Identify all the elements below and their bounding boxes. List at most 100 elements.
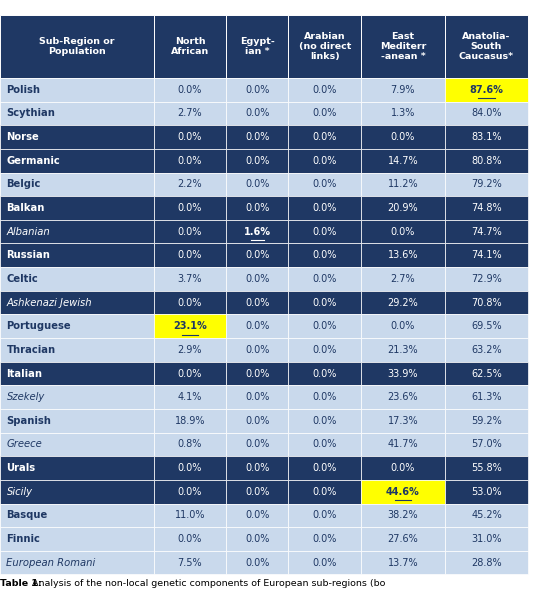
Bar xyxy=(226,338,288,362)
Text: 23.1%: 23.1% xyxy=(173,322,207,331)
Text: 0.0%: 0.0% xyxy=(245,345,270,355)
Text: 0.0%: 0.0% xyxy=(391,227,415,236)
Text: 0.0%: 0.0% xyxy=(245,487,270,496)
Text: Sub-Region or
Population: Sub-Region or Population xyxy=(39,37,115,56)
Bar xyxy=(154,267,226,291)
Bar xyxy=(154,504,226,527)
Bar xyxy=(154,433,226,456)
Bar xyxy=(226,385,288,409)
Bar xyxy=(288,551,361,574)
Bar xyxy=(361,78,445,102)
Bar xyxy=(154,15,226,78)
Text: 0.0%: 0.0% xyxy=(313,463,337,473)
Text: Balkan: Balkan xyxy=(6,203,45,213)
Text: 0.0%: 0.0% xyxy=(313,558,337,567)
Bar xyxy=(226,220,288,243)
Text: Albanian: Albanian xyxy=(6,227,50,236)
Text: 0.0%: 0.0% xyxy=(313,487,337,496)
Text: 2.7%: 2.7% xyxy=(178,109,202,118)
Text: 21.3%: 21.3% xyxy=(388,345,418,355)
Bar xyxy=(361,456,445,480)
Text: 45.2%: 45.2% xyxy=(471,511,502,520)
Text: 69.5%: 69.5% xyxy=(471,322,502,331)
Text: 0.0%: 0.0% xyxy=(178,156,202,165)
Bar xyxy=(226,149,288,173)
Bar xyxy=(361,314,445,338)
Text: 0.0%: 0.0% xyxy=(391,463,415,473)
Text: 0.0%: 0.0% xyxy=(178,534,202,544)
Bar xyxy=(288,267,361,291)
Bar xyxy=(0,433,154,456)
Bar xyxy=(288,338,361,362)
Bar xyxy=(445,220,528,243)
Bar xyxy=(288,102,361,125)
Bar xyxy=(0,15,154,78)
Text: 0.0%: 0.0% xyxy=(245,322,270,331)
Bar xyxy=(361,267,445,291)
Bar xyxy=(154,480,226,504)
Text: 0.0%: 0.0% xyxy=(245,274,270,284)
Bar xyxy=(226,291,288,314)
Text: Norse: Norse xyxy=(6,132,39,142)
Text: 0.0%: 0.0% xyxy=(313,298,337,307)
Text: 53.0%: 53.0% xyxy=(471,487,502,496)
Text: 0.0%: 0.0% xyxy=(313,416,337,426)
Bar xyxy=(154,551,226,574)
Text: 74.7%: 74.7% xyxy=(471,227,502,236)
Bar xyxy=(154,196,226,220)
Bar xyxy=(361,433,445,456)
Text: 20.9%: 20.9% xyxy=(388,203,418,213)
Text: 29.2%: 29.2% xyxy=(388,298,418,307)
Text: 74.1%: 74.1% xyxy=(471,251,502,260)
Bar xyxy=(154,314,226,338)
Text: 0.0%: 0.0% xyxy=(313,534,337,544)
Text: 0.0%: 0.0% xyxy=(313,227,337,236)
Text: 0.0%: 0.0% xyxy=(313,109,337,118)
Text: 0.0%: 0.0% xyxy=(178,463,202,473)
Bar xyxy=(0,409,154,433)
Bar xyxy=(361,173,445,196)
Text: Ashkenazi Jewish: Ashkenazi Jewish xyxy=(6,298,92,307)
Text: Basque: Basque xyxy=(6,511,48,520)
Bar xyxy=(154,385,226,409)
Bar xyxy=(226,527,288,551)
Text: 0.0%: 0.0% xyxy=(245,440,270,449)
Bar xyxy=(0,196,154,220)
Text: 0.0%: 0.0% xyxy=(245,251,270,260)
Bar xyxy=(445,338,528,362)
Text: 0.0%: 0.0% xyxy=(245,511,270,520)
Text: Italian: Italian xyxy=(6,369,43,378)
Text: 0.0%: 0.0% xyxy=(245,203,270,213)
Bar xyxy=(226,504,288,527)
Bar xyxy=(0,243,154,267)
Bar xyxy=(361,409,445,433)
Bar xyxy=(154,149,226,173)
Text: 0.0%: 0.0% xyxy=(245,298,270,307)
Bar xyxy=(445,125,528,149)
Bar xyxy=(0,362,154,385)
Bar xyxy=(445,173,528,196)
Text: 13.7%: 13.7% xyxy=(388,558,418,567)
Text: 13.6%: 13.6% xyxy=(388,251,418,260)
Text: 0.0%: 0.0% xyxy=(245,132,270,142)
Bar xyxy=(361,362,445,385)
Text: Russian: Russian xyxy=(6,251,50,260)
Text: 41.7%: 41.7% xyxy=(388,440,418,449)
Text: 0.0%: 0.0% xyxy=(313,440,337,449)
Text: 0.0%: 0.0% xyxy=(313,251,337,260)
Bar xyxy=(288,409,361,433)
Text: 0.0%: 0.0% xyxy=(313,132,337,142)
Bar xyxy=(361,15,445,78)
Text: 17.3%: 17.3% xyxy=(388,416,418,426)
Text: 59.2%: 59.2% xyxy=(471,416,502,426)
Bar xyxy=(226,173,288,196)
Text: 33.9%: 33.9% xyxy=(388,369,418,378)
Text: 0.8%: 0.8% xyxy=(178,440,202,449)
Bar xyxy=(361,338,445,362)
Bar xyxy=(0,504,154,527)
Bar xyxy=(361,149,445,173)
Text: Analysis of the non-local genetic components of European sub-regions (bo: Analysis of the non-local genetic compon… xyxy=(29,579,386,588)
Text: 3.7%: 3.7% xyxy=(178,274,202,284)
Bar xyxy=(361,125,445,149)
Bar xyxy=(288,362,361,385)
